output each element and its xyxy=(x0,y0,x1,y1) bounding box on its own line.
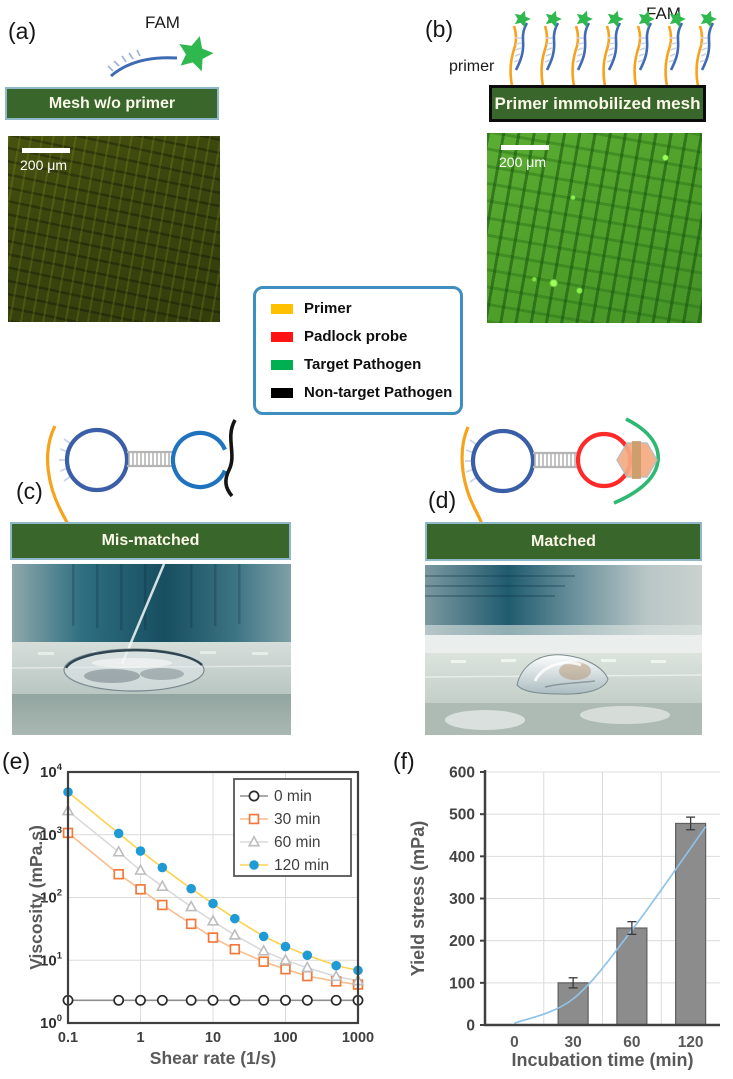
ligation-site-band xyxy=(632,441,641,479)
banner-primer-immobilized-mesh: Primer immobilized mesh xyxy=(489,85,706,122)
primer-probe-unit xyxy=(664,10,686,87)
panel-f-label: (f) xyxy=(393,748,415,774)
legend-label: Target Pathogen xyxy=(304,356,422,373)
probe-ticks xyxy=(107,49,141,72)
svg-text:Incubation time (min): Incubation time (min) xyxy=(512,1050,694,1070)
svg-text:100: 100 xyxy=(449,975,475,992)
primer-label: primer xyxy=(449,58,495,75)
micrograph-mesh-wo-primer: 200 μm xyxy=(8,136,220,322)
svg-text:100: 100 xyxy=(40,1013,62,1032)
panel-a-label: (a) xyxy=(8,18,37,44)
legend-label: Padlock probe xyxy=(304,328,408,345)
legend-item-primer: Primer xyxy=(271,300,460,317)
svg-text:60 min: 60 min xyxy=(274,834,321,851)
stem-ladder xyxy=(127,450,173,468)
fam-label-b: FAM xyxy=(646,4,681,23)
svg-text:120 min: 120 min xyxy=(274,857,329,874)
svg-text:0 min: 0 min xyxy=(274,788,312,805)
photo-gel-blob xyxy=(425,565,702,735)
non-target-pathogen-swatch xyxy=(271,387,293,398)
svg-text:300: 300 xyxy=(449,891,475,908)
droplet-photo-art xyxy=(12,564,291,735)
probe-strand xyxy=(110,56,178,78)
svg-text:1000: 1000 xyxy=(342,1030,374,1046)
primer-probe-unit xyxy=(540,10,562,87)
primer-probe-unit xyxy=(602,10,624,87)
legend-label: Non-target Pathogen xyxy=(304,384,453,401)
immobilized-probe-array xyxy=(502,10,719,88)
scale-bar-a-label: 200 μm xyxy=(20,157,67,173)
svg-text:100: 100 xyxy=(273,1030,297,1046)
primer-probe-unit xyxy=(695,10,717,87)
scale-bar-a xyxy=(22,148,70,153)
padlock-probe-swatch xyxy=(271,331,293,342)
primer-probe-unit xyxy=(571,10,593,87)
scale-bar-b-label: 200 μm xyxy=(499,154,546,170)
svg-text:30 min: 30 min xyxy=(274,811,321,828)
legend-item-padlock-probe: Padlock probe xyxy=(271,328,460,345)
svg-text:30: 30 xyxy=(565,1034,582,1051)
target-pathogen-swatch xyxy=(271,359,293,370)
svg-text:600: 600 xyxy=(449,765,475,782)
svg-text:101: 101 xyxy=(40,950,63,969)
fam-star-icon xyxy=(179,36,214,72)
legend-label: Primer xyxy=(304,300,352,317)
svg-text:120: 120 xyxy=(678,1034,704,1051)
photo-liquid-droplet xyxy=(12,564,291,735)
panel-e-label: (e) xyxy=(2,748,31,774)
target-pathogen-strand xyxy=(613,417,660,505)
non-target-strand xyxy=(224,419,237,498)
banner-mismatched: Mis-matched xyxy=(10,522,291,560)
svg-text:0.1: 0.1 xyxy=(58,1030,78,1046)
panel-d-label: (d) xyxy=(428,487,457,513)
svg-text:10: 10 xyxy=(205,1030,221,1046)
svg-text:0: 0 xyxy=(466,1018,475,1035)
scale-bar-b xyxy=(501,145,549,150)
fam-probe-icon xyxy=(107,36,214,78)
svg-text:Yield stress (mPa): Yield stress (mPa) xyxy=(408,821,428,976)
panel-b-label: (b) xyxy=(425,16,454,42)
svg-text:0: 0 xyxy=(510,1034,519,1051)
padlock-loop-left xyxy=(470,428,536,494)
stem-ladder xyxy=(533,451,577,469)
legend-item-target-pathogen: Target Pathogen xyxy=(271,356,460,373)
svg-text:Shear rate (1/s): Shear rate (1/s) xyxy=(150,1048,276,1068)
legend-item-non-target-pathogen: Non-target Pathogen xyxy=(271,384,460,401)
padlock-loop-left xyxy=(64,427,130,493)
mismatched-padlock-diagram xyxy=(46,419,237,545)
color-legend: Primer Padlock probe Target Pathogen Non… xyxy=(253,286,463,415)
panel-c-label: (c) xyxy=(16,478,43,504)
svg-text:400: 400 xyxy=(449,849,475,866)
gel-photo-art xyxy=(425,565,702,735)
primer-probe-unit xyxy=(509,10,531,87)
banner-matched: Matched xyxy=(425,522,702,561)
viscosity-shear-rate-chart: 0.1 1 10 100 1000 100 101 102 103 104 Shear rate (… xyxy=(28,762,374,1068)
svg-text:104: 104 xyxy=(40,762,63,781)
svg-text:200: 200 xyxy=(449,933,475,950)
svg-text:103: 103 xyxy=(40,825,62,844)
primer-probe-unit xyxy=(633,10,655,87)
svg-text:102: 102 xyxy=(40,888,62,907)
primer-swatch xyxy=(271,303,293,314)
svg-text:60: 60 xyxy=(623,1034,640,1051)
fam-label-a: FAM xyxy=(145,13,180,32)
padlock-loop-right-open xyxy=(170,430,230,490)
banner-mesh-wo-primer: Mesh w/o primer xyxy=(5,87,219,120)
micrograph-primer-immobilized-mesh: 200 μm xyxy=(487,133,702,323)
svg-text:500: 500 xyxy=(449,807,475,824)
svg-text:1: 1 xyxy=(136,1030,144,1046)
svg-text:Viscosity (mPa.s): Viscosity (mPa.s) xyxy=(28,825,46,970)
